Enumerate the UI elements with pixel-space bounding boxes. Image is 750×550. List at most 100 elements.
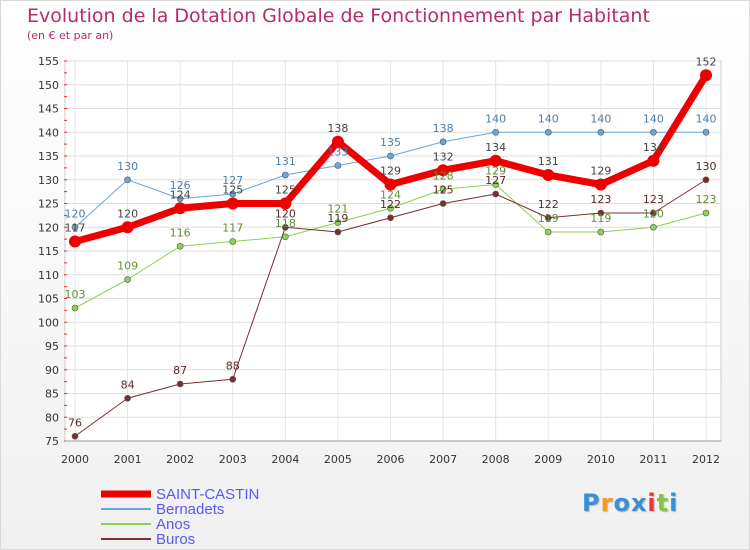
data-point <box>702 209 710 217</box>
data-point <box>282 223 289 231</box>
data-point <box>331 135 344 148</box>
legend-label: Anos <box>156 516 190 533</box>
data-label: 120 <box>65 207 86 220</box>
data-point <box>544 228 552 236</box>
data-label: 134 <box>485 141 506 154</box>
data-point <box>387 204 394 212</box>
x-tick-label: 2000 <box>61 453 89 466</box>
x-tick-label: 2002 <box>166 453 194 466</box>
data-point <box>702 176 710 184</box>
data-point <box>121 221 134 234</box>
data-label: 132 <box>433 150 454 163</box>
y-tick-label: 155 <box>38 55 59 68</box>
data-label: 152 <box>696 55 717 68</box>
data-label: 131 <box>275 155 296 168</box>
data-label: 128 <box>433 169 454 182</box>
y-tick-label: 120 <box>38 221 59 234</box>
data-point <box>544 214 552 222</box>
data-label: 131 <box>538 155 559 168</box>
data-label: 125 <box>275 184 296 197</box>
y-tick-label: 115 <box>38 245 59 258</box>
y-tick-label: 145 <box>38 103 59 116</box>
data-point <box>124 176 131 184</box>
data-label: 123 <box>696 193 717 206</box>
y-tick-label: 105 <box>38 293 59 306</box>
data-point <box>492 190 499 198</box>
data-label: 129 <box>590 165 611 178</box>
y-tick-label: 100 <box>38 316 59 329</box>
proxiti-logo: Proxiti <box>582 489 678 517</box>
data-point <box>650 209 657 217</box>
data-label: 138 <box>327 122 348 135</box>
data-label: 76 <box>68 416 82 429</box>
data-label: 109 <box>117 260 138 273</box>
x-tick-label: 2010 <box>587 453 615 466</box>
data-point <box>542 169 555 181</box>
data-label: 130 <box>696 160 717 173</box>
chart-subtitle: (en € et par an) <box>27 29 114 42</box>
data-label: 134 <box>643 141 664 154</box>
data-point <box>650 223 657 231</box>
data-label: 140 <box>590 112 611 125</box>
data-point <box>176 195 184 203</box>
y-tick-label: 135 <box>38 150 59 163</box>
data-label: 84 <box>121 378 135 391</box>
data-point <box>279 197 292 210</box>
data-label: 127 <box>222 174 243 187</box>
data-point <box>176 380 184 388</box>
data-point <box>226 197 239 210</box>
y-tick-label: 75 <box>45 435 59 448</box>
data-label: 120 <box>275 207 296 220</box>
data-label: 117 <box>65 222 86 235</box>
data-label: 120 <box>117 207 138 220</box>
data-point <box>650 128 657 136</box>
data-label: 126 <box>170 179 191 192</box>
data-point <box>384 178 397 191</box>
data-label: 129 <box>380 165 401 178</box>
data-point <box>334 219 342 226</box>
data-label: 122 <box>538 198 559 211</box>
y-tick-label: 80 <box>45 411 59 424</box>
data-label: 118 <box>275 217 296 230</box>
data-point <box>334 162 342 169</box>
y-tick-label: 85 <box>45 388 59 401</box>
data-point <box>439 138 447 146</box>
data-label: 116 <box>170 226 191 239</box>
data-point <box>229 375 237 383</box>
data-point <box>176 242 184 250</box>
logo-letter: i <box>669 489 679 517</box>
data-label: 133 <box>327 146 348 159</box>
data-label: 103 <box>65 288 86 301</box>
x-tick-label: 2001 <box>114 453 142 466</box>
x-tick-label: 2012 <box>692 453 720 466</box>
data-point <box>334 228 342 236</box>
x-tick-label: 2011 <box>639 453 667 466</box>
logo-letter: x <box>630 489 648 517</box>
data-point <box>702 128 710 136</box>
data-point <box>597 128 605 136</box>
data-point <box>229 190 237 198</box>
data-point <box>124 276 131 283</box>
logo-letter: r <box>600 489 614 517</box>
y-tick-label: 150 <box>38 79 59 92</box>
data-label: 125 <box>222 184 243 197</box>
x-tick-label: 2005 <box>324 453 352 466</box>
data-point <box>69 235 81 248</box>
data-point <box>439 200 447 207</box>
legend-label: SAINT-CASTIN <box>156 486 259 503</box>
y-tick-label: 130 <box>38 174 59 187</box>
data-label: 87 <box>173 364 187 377</box>
data-point <box>492 128 499 136</box>
data-point <box>437 164 450 177</box>
x-tick-label: 2007 <box>429 453 457 466</box>
data-point <box>229 238 237 245</box>
y-tick-label: 140 <box>38 126 59 139</box>
data-label: 119 <box>538 212 559 225</box>
data-point <box>594 178 607 191</box>
data-point <box>387 214 394 222</box>
data-label: 123 <box>590 193 611 206</box>
x-tick-label: 2006 <box>377 453 405 466</box>
data-point <box>597 209 605 217</box>
data-label: 119 <box>327 212 348 225</box>
